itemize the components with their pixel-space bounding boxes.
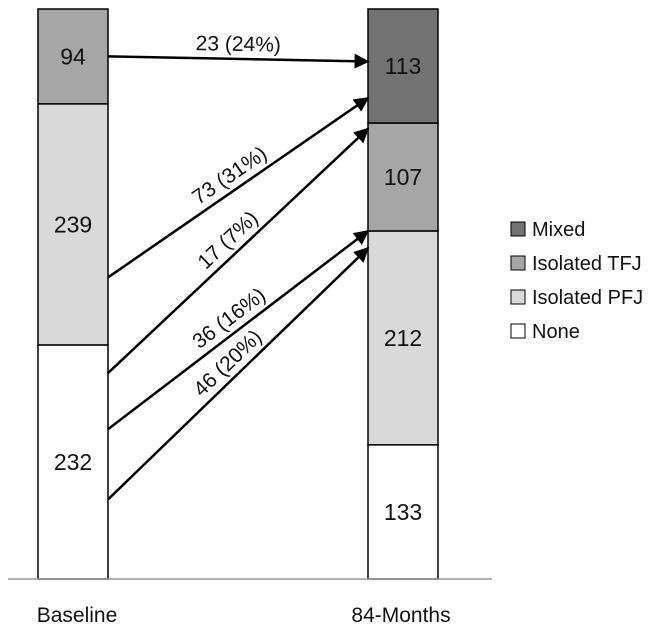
bar-baseline-isolated-pfj (37, 103, 109, 346)
value-label-84-months-mixed: 113 (385, 53, 422, 79)
flow-arrow-isolated-tfj-to-mixed (107, 53, 370, 69)
bar-84-months-mixed (367, 8, 439, 124)
value-label-84-months-isolated-pfj: 212 (384, 325, 422, 351)
legend-label-none: None (532, 321, 580, 343)
flow-arrow-isolated-pfj-to-mixed (107, 96, 370, 279)
category-label-84-months: 84-Months (351, 604, 450, 627)
flow-label-isolated-pfj-to-mixed: 73 (31%) (188, 142, 271, 209)
bar-baseline-none (37, 344, 109, 580)
legend-label-isolated-pfj: Isolated PFJ (532, 287, 643, 309)
value-label-baseline-isolated-pfj: 239 (54, 211, 92, 237)
flow-label-none-to-mixed: 17 (7%) (193, 207, 262, 274)
value-label-baseline-isolated-tfj: 94 (60, 43, 86, 69)
bar-84-months-isolated-tfj (367, 122, 439, 232)
bar-baseline-isolated-tfj (37, 8, 109, 105)
legend-swatch-isolated-tfj (510, 255, 526, 271)
flow-arrow-none-to-isolated-pfj (107, 247, 370, 501)
flow-arrow-none-to-mixed (107, 127, 370, 374)
flow-arrow-none-to-isolated-tfj (107, 229, 370, 431)
value-label-baseline-none: 232 (54, 449, 92, 475)
legend-swatch-mixed (510, 221, 526, 237)
legend-label-isolated-tfj: Isolated TFJ (532, 253, 642, 275)
flow-label-isolated-tfj-to-mixed: 23 (24%) (195, 32, 281, 57)
legend-swatch-none (510, 323, 526, 339)
value-label-84-months-none: 133 (384, 499, 422, 525)
legend-label-mixed: Mixed (532, 219, 585, 241)
legend-swatch-isolated-pfj (510, 289, 526, 305)
bar-84-months-none (367, 444, 439, 580)
bar-84-months-isolated-pfj (367, 230, 439, 446)
category-label-baseline: Baseline (37, 604, 118, 627)
value-label-84-months-isolated-tfj: 107 (384, 164, 422, 190)
